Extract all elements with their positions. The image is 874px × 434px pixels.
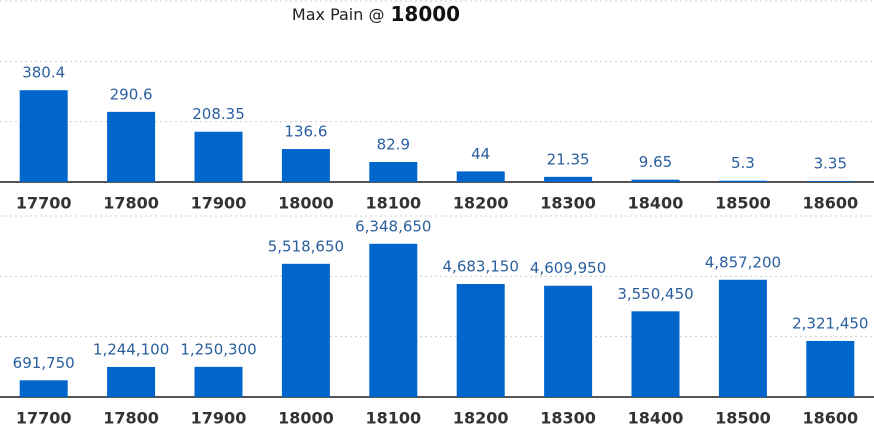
chart-title: Max Pain @ 18000 [292,2,460,26]
x-tick-label: 18300 [540,409,596,428]
value-label: 44 [471,145,490,163]
x-tick-label: 17800 [103,194,159,213]
value-label: 2,321,450 [792,314,868,332]
bar [456,283,505,397]
bar [544,285,593,397]
bar [544,176,593,182]
value-label: 380.4 [22,64,65,82]
x-tick-label: 18100 [365,194,421,213]
bar [194,366,243,397]
x-tick-label: 17900 [191,409,247,428]
x-tick-label: 18100 [365,409,421,428]
value-label: 6,348,650 [355,217,431,235]
x-tick-label: 18600 [802,194,858,213]
x-tick-label: 17700 [16,409,72,428]
bar [19,380,68,397]
bar [806,340,855,397]
x-tick-label: 18000 [278,194,334,213]
x-tick-label: 18600 [802,409,858,428]
value-label: 290.6 [110,85,153,103]
bar [281,149,330,182]
bar [19,90,68,182]
x-tick-label: 18300 [540,194,596,213]
bar [107,366,156,397]
bar [718,180,767,182]
x-tick-label: 17700 [16,194,72,213]
title-text: Max Pain @ [292,5,385,24]
x-tick-label: 17900 [191,194,247,213]
value-label: 4,683,150 [443,257,519,275]
value-label: 4,609,950 [530,259,606,277]
value-label: 21.35 [547,150,590,168]
bar [369,161,418,182]
value-label: 5.3 [731,154,755,172]
bar [631,179,680,182]
value-label: 136.6 [284,123,327,141]
bar [456,171,505,182]
value-label: 9.65 [639,153,672,171]
value-label: 1,250,300 [180,340,256,358]
x-tick-label: 18000 [278,409,334,428]
value-label: 4,857,200 [705,253,781,271]
bar [631,311,680,397]
x-tick-label: 18500 [715,409,771,428]
x-tick-label: 18400 [628,194,684,213]
value-label: 691,750 [13,354,75,372]
x-tick-label: 18200 [453,409,509,428]
bar [194,131,243,182]
x-tick-label: 18200 [453,194,509,213]
value-label: 3,550,450 [617,285,693,303]
bar [718,279,767,397]
value-label: 1,244,100 [93,340,169,358]
bar [107,111,156,182]
value-label: 82.9 [377,135,410,153]
bar [369,243,418,397]
value-label: 3.35 [814,155,847,173]
value-label: 208.35 [192,105,245,123]
x-tick-label: 18500 [715,194,771,213]
x-tick-label: 17800 [103,409,159,428]
bar [806,181,855,182]
value-label: 5,518,650 [268,237,344,255]
x-tick-label: 18400 [628,409,684,428]
bar [281,263,330,397]
title-value: 18000 [390,2,460,26]
